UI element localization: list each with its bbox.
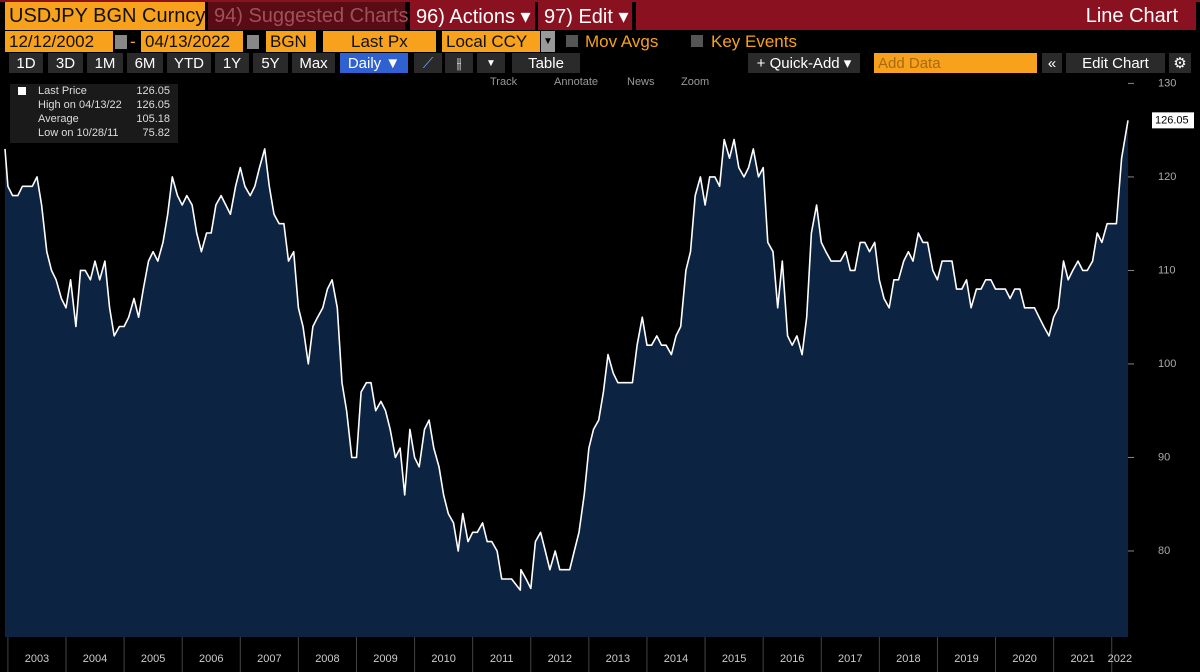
mov-avgs-checkbox[interactable] [566,35,578,47]
y-tick-label: 130 [1158,77,1176,89]
tool-button[interactable]: News [627,76,655,88]
x-tick-label: 2007 [257,653,281,665]
range-button[interactable]: 3D [48,53,83,73]
y-tick-label: 80 [1158,545,1170,557]
actions-menu[interactable]: 96) Actions ▾ [410,2,535,30]
x-tick-label: 2006 [199,653,223,665]
line-icon[interactable]: ⟋ [414,53,442,73]
currency[interactable]: Local CCY [442,31,540,52]
ticker[interactable]: USDJPY BGN Curncy [5,2,205,30]
currency-dropdown[interactable]: ▼ [541,31,555,52]
last-price-tag [1152,112,1194,129]
suggested-charts[interactable]: 94) Suggested Charts [208,2,409,30]
range-button[interactable]: YTD [167,53,211,73]
tool-button[interactable]: Zoom [681,76,710,88]
x-axis-strip [0,637,1200,672]
x-tick-label: 2019 [954,653,978,665]
y-tick-label: 100 [1158,358,1176,370]
y-tick-label: 90 [1158,451,1170,463]
legend-box: Last Price 126.05 High on 04/13/22 126.05… [10,84,178,143]
x-tick-label: 2017 [838,653,862,665]
key-events-checkbox[interactable] [691,35,703,47]
view-name: Line Chart [636,2,1196,30]
edit-menu[interactable]: 97) Edit ▾ [538,2,632,30]
legend-value: 126.05 [136,85,170,97]
date-dash: - [130,31,136,51]
x-tick-label: 2020 [1012,653,1036,665]
collapse-button[interactable]: « [1042,53,1062,73]
legend-value: 105.18 [136,113,170,125]
price-line [4,120,1129,591]
top-strip [0,0,1200,2]
x-tick-label: 2012 [548,653,572,665]
bar-icon[interactable]: ⫲ [445,53,473,73]
y-tick-label: 110 [1158,264,1176,276]
x-tick-label: 2016 [780,653,804,665]
legend-label: High on 04/13/22 [38,99,122,111]
range-button[interactable]: 6M [127,53,163,73]
x-tick-label: 2010 [431,653,455,665]
x-tick-label: 2014 [664,653,688,665]
edit-chart[interactable]: Edit Chart [1066,53,1165,73]
x-tick-label: 2018 [896,653,920,665]
field[interactable]: Last Px [323,31,436,52]
start-date[interactable]: 12/12/2002 [5,31,113,52]
tool-button[interactable]: Annotate [554,76,599,88]
x-tick-label: 2005 [141,653,165,665]
settings-gear[interactable]: ⚙ [1169,53,1191,73]
x-tick-label: 2004 [83,653,107,665]
tool-button[interactable]: Track [490,76,518,88]
x-tick-label: 2008 [315,653,339,665]
calendar-icon[interactable] [115,35,127,49]
x-tick-label: 2022 [1108,653,1132,665]
legend-value: 75.82 [142,127,170,139]
x-tick-label: 2003 [25,653,49,665]
x-tick-label: 2011 [490,653,514,665]
quick-add[interactable]: + Quick-Add ▾ [748,53,860,73]
x-tick-label: 2013 [606,653,630,665]
chart: 80 90 100 110 120 130 126.05 2003 2004 2005 2006 20… [0,77,1200,672]
range-button[interactable]: 1M [87,53,123,73]
range-button[interactable]: 1Y [215,53,249,73]
range-button[interactable]: Max [292,53,335,73]
legend-label: Low on 10/28/11 [38,127,119,139]
y-tick-label: 120 [1158,171,1176,183]
table-button[interactable]: Table [512,53,580,73]
legend-value: 126.05 [136,99,170,111]
legend-label: Last Price [38,85,87,97]
legend-label: Average [38,113,79,125]
calendar-icon[interactable] [247,35,259,49]
key-events[interactable]: Key Events [711,31,797,51]
add-data[interactable]: Add Data [874,53,1037,73]
source[interactable]: BGN [266,31,316,52]
mov-avgs[interactable]: Mov Avgs [585,31,659,51]
frequency[interactable]: Daily ▼ [340,53,408,73]
end-date[interactable]: 04/13/2022 [141,31,243,52]
x-tick-label: 2009 [373,653,397,665]
legend-swatch [18,87,26,95]
style-dropdown[interactable]: ▼ [477,53,505,73]
range-button[interactable]: 5Y [253,53,288,73]
x-tick-label: 2021 [1070,653,1094,665]
area [5,120,1128,637]
last-price-label: 126.05 [1155,114,1189,126]
range-button[interactable]: 1D [9,53,43,73]
x-tick-label: 2015 [722,653,746,665]
